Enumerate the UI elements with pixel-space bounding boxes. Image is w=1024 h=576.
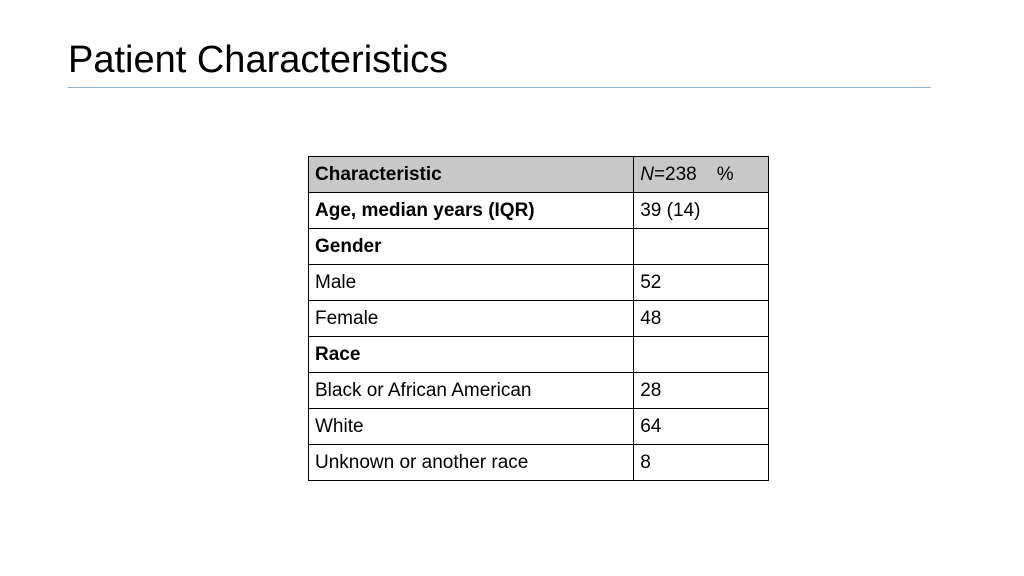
row-value xyxy=(633,228,769,265)
row-value: 52 xyxy=(633,264,769,301)
table-row: Unknown or another race 8 xyxy=(307,444,769,481)
table-row: Age, median years (IQR) 39 (14) xyxy=(307,192,769,229)
row-label: Female xyxy=(307,300,635,337)
row-value xyxy=(633,336,769,373)
row-value: 48 xyxy=(633,300,769,337)
row-value: 64 xyxy=(633,408,769,445)
table-row: Race xyxy=(307,336,769,373)
title-divider xyxy=(68,87,931,88)
header-characteristic: Characteristic xyxy=(307,156,635,193)
row-value: 8 xyxy=(633,444,769,481)
table-row: Male 52 xyxy=(307,264,769,301)
row-label: Race xyxy=(307,336,635,373)
row-label: Unknown or another race xyxy=(307,444,635,481)
row-value: 28 xyxy=(633,372,769,409)
row-label: Age, median years (IQR) xyxy=(307,192,635,229)
row-label: Gender xyxy=(307,228,635,265)
table-row: White 64 xyxy=(307,408,769,445)
row-label: Male xyxy=(307,264,635,301)
slide-title: Patient Characteristics xyxy=(68,39,449,81)
table-header-row: Characteristic N=238% xyxy=(307,156,769,193)
header-n-value: =238 xyxy=(653,163,697,185)
table-row: Gender xyxy=(307,228,769,265)
header-n-percent: N=238% xyxy=(633,156,769,193)
table-row: Female 48 xyxy=(307,300,769,337)
table-row: Black or African American 28 xyxy=(307,372,769,409)
row-value: 39 (14) xyxy=(633,192,769,229)
row-label: White xyxy=(307,408,635,445)
row-label: Black or African American xyxy=(307,372,635,409)
patient-characteristics-table: Characteristic N=238% Age, median years … xyxy=(307,156,769,481)
header-percent: % xyxy=(716,163,734,185)
header-n-symbol: N xyxy=(640,163,654,185)
